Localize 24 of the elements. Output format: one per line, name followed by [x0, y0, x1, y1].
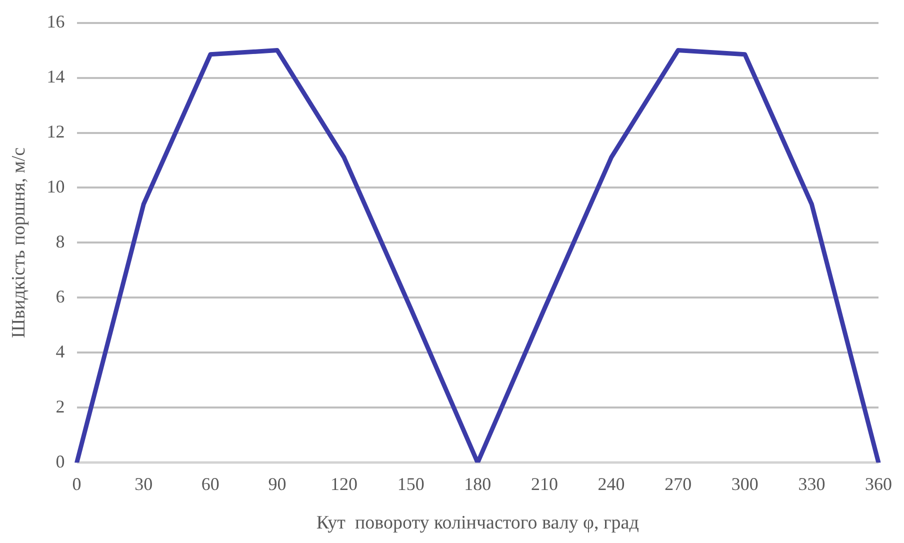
x-tick-label: 0: [72, 474, 82, 494]
x-axis-title: Кут повороту колінчастого валу φ, град: [316, 512, 640, 534]
x-tick-label: 180: [464, 474, 492, 494]
x-tick-label: 210: [530, 474, 558, 494]
x-tick-label: 270: [664, 474, 692, 494]
y-tick-label: 0: [56, 451, 65, 472]
x-tick-label: 60: [201, 474, 220, 494]
x-tick-label: 300: [731, 474, 758, 494]
y-tick-label: 14: [46, 66, 65, 87]
y-tick-label: 6: [56, 286, 65, 306]
x-tick-label: 30: [134, 474, 153, 494]
y-axis-title: Швидкість поршня, м/с: [8, 147, 30, 338]
y-tick-label: 8: [56, 231, 65, 252]
x-tick-label: 90: [268, 474, 286, 494]
x-tick-label: 330: [798, 474, 826, 494]
y-tick-label: 2: [56, 396, 65, 416]
y-tick-label: 4: [56, 341, 65, 362]
x-tick-label: 360: [865, 474, 892, 494]
y-tick-label: 10: [46, 176, 65, 196]
x-tick-label: 240: [598, 474, 625, 494]
x-tick-label: 120: [330, 474, 358, 494]
y-tick-label: 16: [46, 12, 65, 32]
y-tick-label: 12: [46, 121, 65, 142]
x-tick-label: 150: [397, 474, 424, 494]
